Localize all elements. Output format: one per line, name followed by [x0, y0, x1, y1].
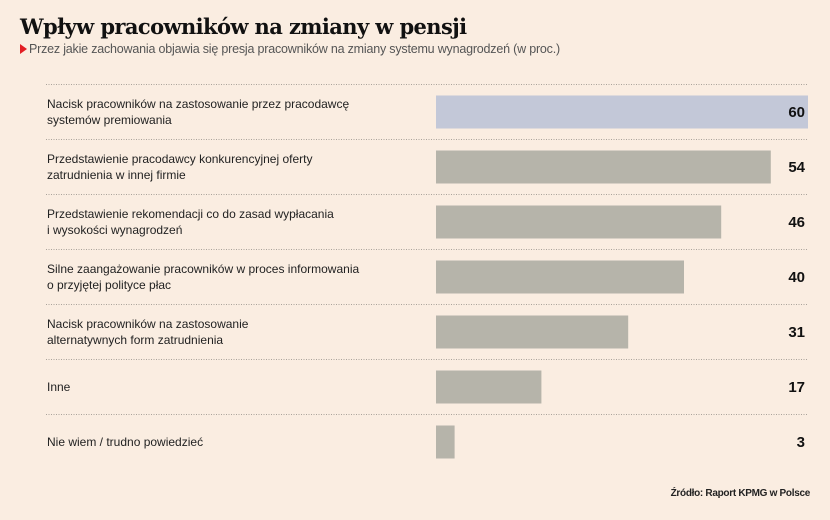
value-label: 17 [788, 379, 805, 396]
category-label: Inne [47, 380, 71, 394]
value-label: 60 [788, 104, 805, 121]
bar [436, 370, 542, 404]
category-label: systemów premiowania [47, 113, 172, 127]
category-label: o przyjętej polityce płac [47, 278, 171, 292]
bar [436, 95, 808, 129]
value-label: 40 [788, 269, 805, 286]
category-label: zatrudnienia w innej firmie [47, 168, 186, 182]
bar [436, 150, 771, 184]
category-label: Przedstawienie pracodawcy konkurencyjnej… [47, 152, 312, 166]
category-label: alternatywnych form zatrudnienia [47, 333, 223, 347]
category-label: Nacisk pracowników na zastosowanie przez… [47, 97, 349, 111]
category-label: Przedstawienie rekomendacji co do zasad … [47, 207, 334, 221]
chart-subtitle: Przez jakie zachowania objawia się presj… [20, 42, 560, 56]
category-label: Nie wiem / trudno powiedzieć [47, 435, 203, 449]
subtitle-text: Przez jakie zachowania objawia się presj… [29, 42, 560, 56]
value-label: 54 [788, 159, 805, 176]
category-label: Silne zaangażowanie pracowników w proces… [47, 262, 359, 276]
bar [436, 425, 455, 459]
source-note: Źródło: Raport KPMG w Polsce [670, 488, 811, 499]
bar [436, 260, 684, 294]
triangle-marker-icon [20, 44, 27, 54]
value-label: 46 [788, 214, 805, 231]
bar [436, 205, 722, 239]
category-label: i wysokości wynagrodzeń [47, 223, 182, 237]
value-label: 3 [797, 434, 805, 451]
bar [436, 315, 629, 349]
chart-title: Wpływ pracowników na zmiany w pensji [20, 14, 467, 39]
value-label: 31 [788, 324, 805, 341]
category-label: Nacisk pracowników na zastosowanie [47, 317, 249, 331]
